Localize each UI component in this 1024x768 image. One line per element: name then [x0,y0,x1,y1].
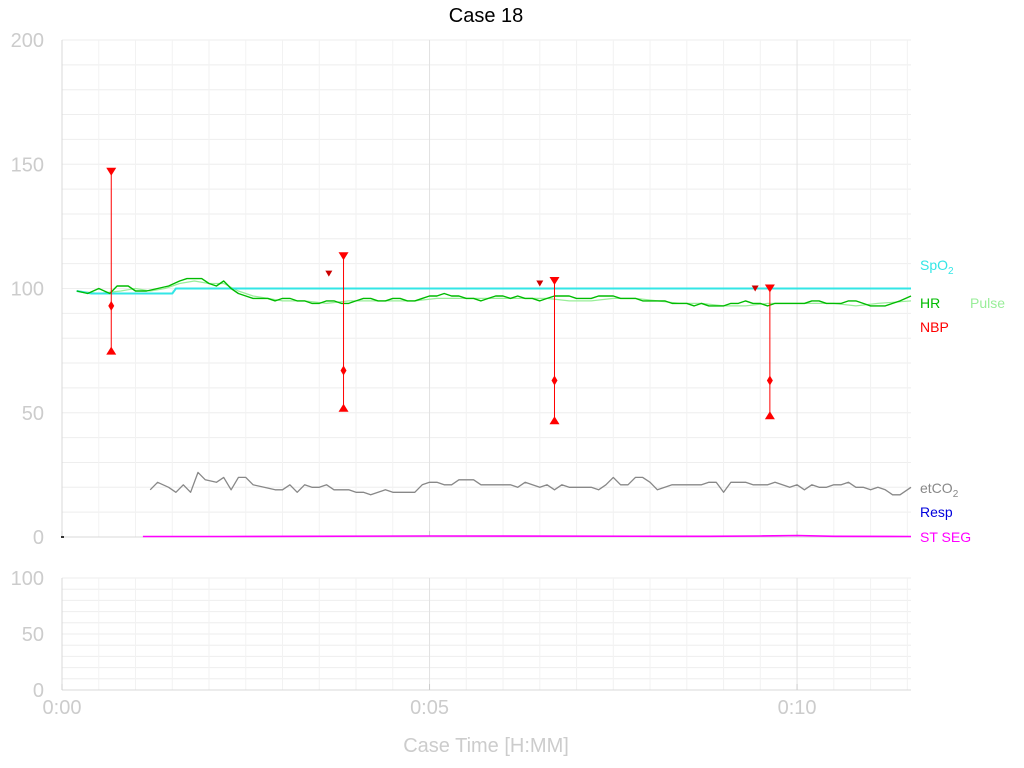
x-tick-label: 0:05 [410,697,449,719]
x-tick-label: 0:00 [43,697,82,719]
series-spo2 [76,287,911,295]
series-pulse [76,280,912,307]
top-y-tick-label: 0 [33,527,44,549]
nbp-diastolic-marker [106,346,117,355]
series-st-seg [142,534,912,538]
legend-spo2: SpO2 [920,257,954,277]
nbp-systolic-marker [106,167,117,176]
legend: SpO2 HR Pulse NBP etCO2 Resp ST SEG [920,257,1005,545]
top-y-tick-label: 150 [11,154,44,176]
top-panel-grid [61,39,911,538]
nbp-small-marker [751,285,759,292]
bottom-panel-grid [61,577,911,691]
nbp-systolic-marker [338,252,349,261]
chart-title: Case 18 [449,5,524,27]
bottom-y-tick-label: 100 [11,568,44,590]
legend-st-seg: ST SEG [920,529,971,545]
series-layer [61,277,912,538]
nbp-diastolic-marker [338,403,349,412]
x-axis-label: Case Time [H:MM] [403,735,569,757]
nbp-mean-marker [551,375,558,386]
top-y-tick-label: 100 [11,279,44,301]
legend-hr: HR [920,295,940,311]
bottom-y-tick-label: 50 [22,624,44,646]
nbp-layer [106,167,775,425]
nbp-mean-marker [766,375,773,386]
nbp-systolic-marker [549,277,560,286]
legend-pulse: Pulse [970,295,1005,311]
bottom-panel-axes: 0 50 100 0:00 0:05 0:10 [11,531,911,719]
nbp-systolic-marker [764,284,775,293]
nbp-mean-marker [340,365,347,376]
series-etco2 [149,471,912,496]
legend-etco2: etCO2 [920,480,959,500]
nbp-mean-marker [108,300,115,311]
x-tick-label: 0:10 [778,697,817,719]
top-y-tick-label: 50 [22,403,44,425]
nbp-diastolic-marker [549,416,560,425]
legend-nbp: NBP [920,319,949,335]
nbp-diastolic-marker [764,411,775,420]
top-y-tick-label: 200 [11,30,44,52]
series-hr [76,277,912,307]
legend-resp: Resp [920,504,953,520]
bottom-y-tick-label: 0 [33,680,44,702]
nbp-small-marker [325,270,333,277]
nbp-small-marker [536,280,544,287]
